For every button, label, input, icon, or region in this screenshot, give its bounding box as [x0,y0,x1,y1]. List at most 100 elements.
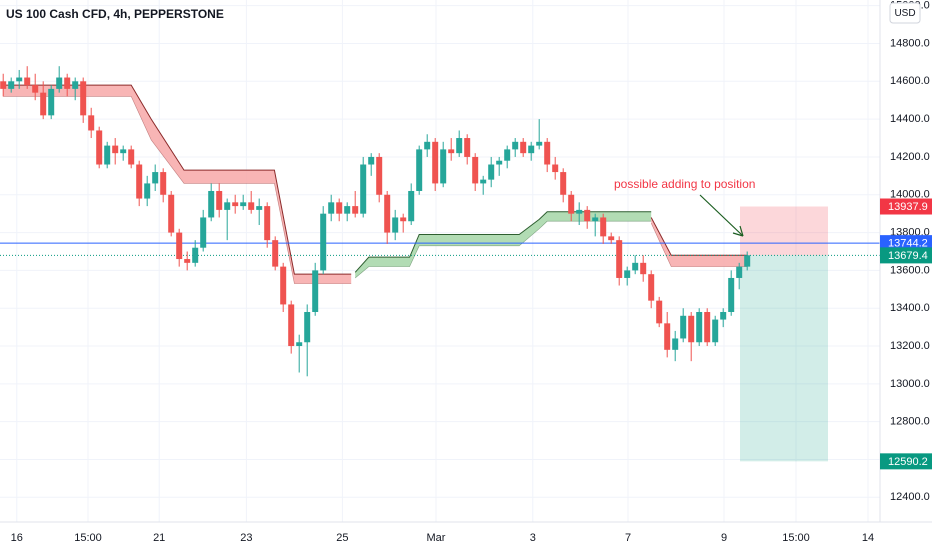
candle-body [256,206,263,210]
band-lower [355,220,652,279]
candle-body [280,266,287,305]
x-tick-label: 16 [11,532,23,544]
candle-body [392,217,399,233]
candle-body [232,202,239,207]
candle-body [288,304,295,347]
price-tag-label: 13937.9 [888,201,928,213]
price-tag [880,198,932,215]
x-tick-label: 23 [240,532,252,544]
price-tag-label: 13679.4 [888,250,928,262]
band-fill [651,217,748,267]
candle-body [328,202,335,214]
candle-body [112,145,119,154]
currency-label: USD [894,8,915,19]
currency-button[interactable] [889,2,921,24]
candle-body [312,270,319,312]
candle-body [264,206,271,241]
candle-body [448,149,455,154]
x-tick-label: 14 [862,532,874,544]
candle-body [720,312,727,320]
candle-body [128,149,135,165]
candle-body [544,141,551,165]
target-zone [740,255,828,462]
candle-body [616,240,623,278]
candle-body [64,77,71,89]
stop-zone [740,206,828,256]
candle-body [352,206,359,214]
candle-body [144,183,151,199]
candle-body [304,312,311,343]
candle-body [16,77,23,82]
band-lower [650,223,748,267]
candle-body [648,274,655,301]
annotation-arrowhead [732,225,744,237]
candle-body [168,194,175,233]
candle-body [424,141,431,150]
candle-body [48,88,55,116]
band-upper [354,211,652,273]
candle-body [320,213,327,271]
price-tag [880,235,932,252]
candle-body [464,138,471,157]
candle-body [528,145,535,154]
candle-body [632,262,639,271]
candle-body [432,141,439,184]
candle-body [208,190,215,218]
price-tag [880,247,932,264]
candle-body [552,164,559,173]
candle-body [536,141,543,146]
candle-body [224,202,231,210]
x-tick-label: 25 [336,532,348,544]
candle-body [568,194,575,214]
candle-body [600,217,607,237]
y-tick-label: 14800.0 [890,37,930,49]
candle-body [416,149,423,191]
candle-body [336,202,343,214]
candle-body [32,85,39,93]
candle-body [24,77,31,86]
price-tag-label: 12590.2 [888,456,928,468]
candle-body [584,209,591,222]
candle-body [0,81,7,89]
candle-body [192,247,199,263]
candle-body [184,259,191,263]
y-tick-label: 14600.0 [890,75,930,87]
y-tick-label: 13400.0 [890,302,930,314]
candle-body [248,202,255,210]
price-tag-label: 13744.2 [888,238,928,250]
candle-body [72,81,79,89]
axes: 12400.012600.012800.013000.013200.013400… [11,0,932,544]
candle-body [80,81,87,116]
candle-body [456,138,463,154]
candle-body [712,319,719,343]
candle-body [136,164,143,199]
candle-body [520,141,527,154]
candle-body [56,77,63,89]
x-tick-label: 3 [530,532,536,544]
candle-body [440,149,447,184]
candle-body [216,190,223,210]
y-tick-label: 12400.0 [890,491,930,503]
band-fill [355,211,652,278]
candle-body [656,300,663,324]
candle-body [88,115,95,131]
candle-body [624,270,631,278]
band-upper [3,84,352,275]
band-lower [3,96,352,284]
candle-body [696,312,703,343]
annotation: possible adding to position [614,177,755,191]
candle-body [120,149,127,154]
candle-body [592,217,599,222]
candle-body [8,81,15,89]
y-tick-label: 14000.0 [890,189,930,201]
candle-body [152,172,159,184]
candle-body [472,156,479,184]
band-upper [650,217,748,256]
candle-body [664,323,671,350]
candle-body [368,156,375,165]
candle-body [96,130,103,165]
annotation-arrow [699,194,744,237]
chart-title: US 100 Cash CFD, 4h, PEPPERSTONE [6,7,224,21]
